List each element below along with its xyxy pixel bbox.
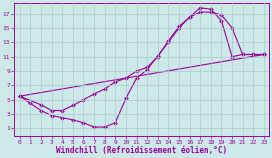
X-axis label: Windchill (Refroidissement éolien,°C): Windchill (Refroidissement éolien,°C): [56, 146, 227, 155]
